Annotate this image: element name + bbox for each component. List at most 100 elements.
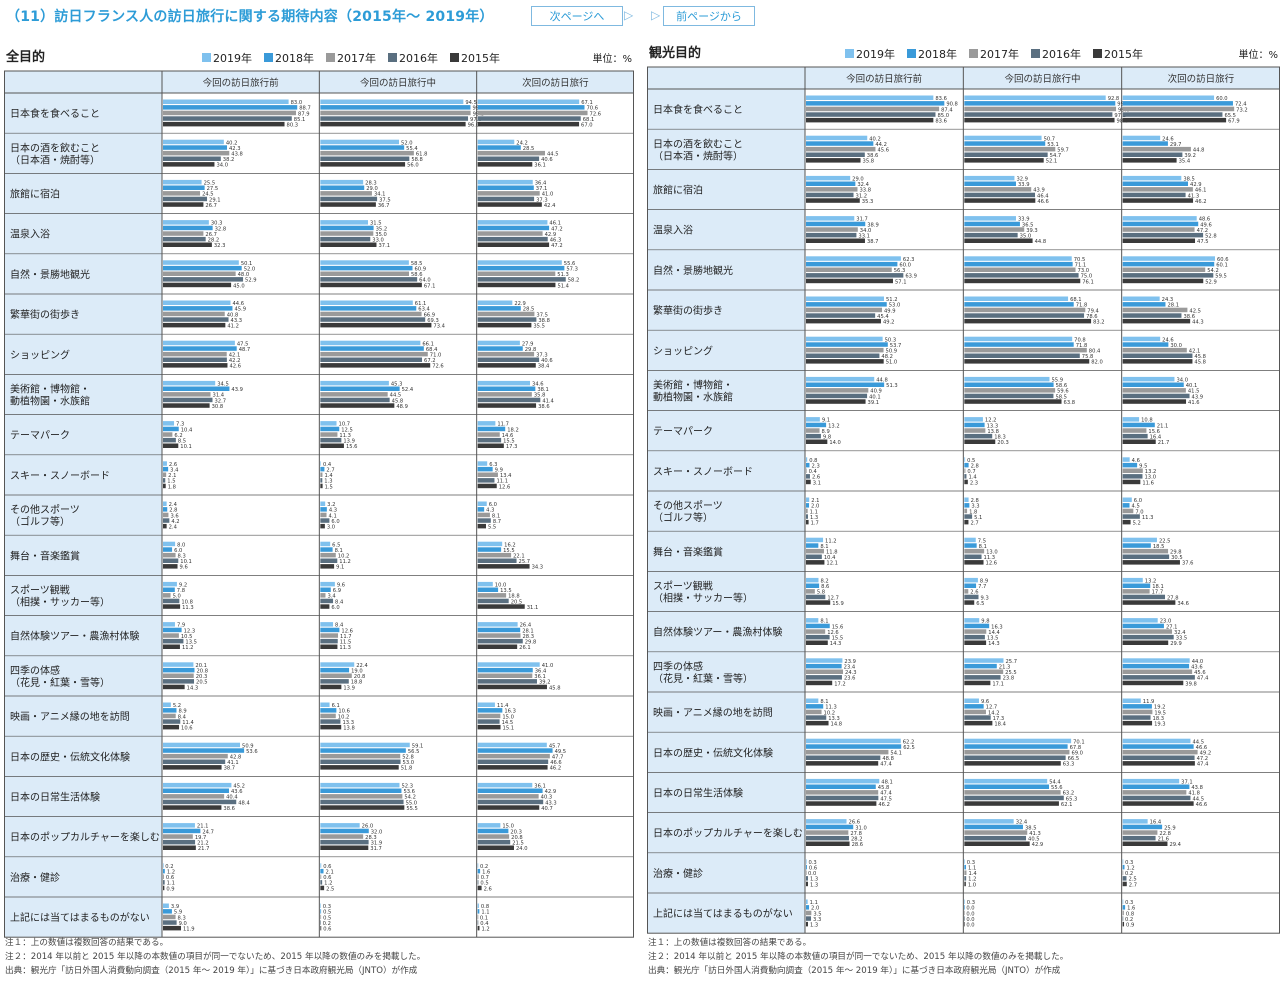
data-label: 44.5 xyxy=(1192,739,1204,745)
data-label: 6.9 xyxy=(333,588,341,594)
bar xyxy=(1122,623,1164,629)
data-label: 15.6 xyxy=(346,444,358,450)
data-label: 13.5 xyxy=(185,640,197,646)
data-label: 5.1 xyxy=(974,515,982,521)
data-label: 52.0 xyxy=(244,267,256,273)
data-label: 43.9 xyxy=(1033,188,1045,194)
data-label: 11.6 xyxy=(1142,480,1154,486)
data-label: 1.3 xyxy=(810,923,818,929)
data-label: 10.5 xyxy=(181,634,193,640)
category-label: 日本食を食べること xyxy=(10,107,100,120)
bar xyxy=(163,845,196,850)
data-label: 15.9 xyxy=(832,601,844,607)
data-label: 6.3 xyxy=(489,462,497,468)
bar xyxy=(964,658,1004,663)
data-label: 12.6 xyxy=(341,628,353,634)
bar xyxy=(477,472,498,477)
bar xyxy=(964,680,991,686)
next-page-button[interactable]: 次ページへ xyxy=(531,6,623,26)
bar xyxy=(964,135,1042,141)
bar xyxy=(477,443,504,448)
data-label: 32.4 xyxy=(857,182,869,188)
bar xyxy=(163,443,179,448)
bar xyxy=(806,583,820,588)
bar xyxy=(163,277,244,282)
bar xyxy=(964,698,979,703)
data-label: 7.5 xyxy=(978,538,986,544)
bar xyxy=(163,150,230,156)
bar xyxy=(1122,583,1151,588)
bar xyxy=(1122,669,1193,674)
bar xyxy=(806,318,881,324)
bar xyxy=(320,788,402,793)
chart-panel-all-purposes: 全目的 2019年 2018年 2017年 2016年 2015年 単位：% 今回の訪日旅行前… xyxy=(4,44,634,940)
bar xyxy=(806,790,879,795)
footnote-left-2: 注２：2014 年以前と 2015 年以降の本数値の項目が同一でないため、201… xyxy=(5,952,426,962)
data-label: 47.2 xyxy=(1197,756,1209,762)
bar xyxy=(320,604,330,609)
bar xyxy=(1122,261,1215,267)
data-label: 20.5 xyxy=(511,599,523,605)
bar xyxy=(1122,388,1186,393)
data-label: 27.8 xyxy=(1167,595,1179,601)
data-label: 34.3 xyxy=(532,565,544,571)
legend-label: 2015年 xyxy=(1104,47,1143,61)
data-label: 0.2 xyxy=(323,921,331,927)
category-label: 自然・景勝地観光 xyxy=(653,264,733,277)
bar xyxy=(964,589,969,594)
data-label: 8.1 xyxy=(820,699,828,705)
category-label: 美術館・博物館・ xyxy=(10,383,90,396)
legend-label: 2017年 xyxy=(337,51,376,65)
data-label: 29.9 xyxy=(1170,641,1182,647)
data-label: 67.9 xyxy=(1228,119,1240,125)
bar xyxy=(806,824,854,830)
column-header: 今回の訪日旅行前 xyxy=(846,73,922,85)
bar xyxy=(964,715,991,720)
bar xyxy=(1122,577,1143,583)
data-label: 51.0 xyxy=(886,360,898,366)
data-label: 23.9 xyxy=(844,659,856,665)
data-label: 13.3 xyxy=(987,423,999,429)
data-label: 4.6 xyxy=(1132,458,1140,464)
bar xyxy=(163,523,167,529)
prev-page-button[interactable]: 前ページから xyxy=(663,6,755,26)
bar xyxy=(1122,232,1204,238)
bar xyxy=(1122,560,1180,565)
data-label: 33.1 xyxy=(858,234,870,240)
data-label: 42.9 xyxy=(1190,182,1202,188)
chart-svg: 全目的 2019年 2018年 2017年 2016年 2015年 単位：% 今回の訪日旅行前… xyxy=(4,49,634,938)
data-label: 0.9 xyxy=(166,886,174,892)
data-label: 7.8 xyxy=(177,588,185,594)
bar xyxy=(477,162,533,167)
bar xyxy=(320,466,325,472)
bar xyxy=(1122,359,1193,364)
category-label: 映画・アニメ縁の地を訪問 xyxy=(653,706,773,719)
data-label: 2.6 xyxy=(484,886,492,892)
bar xyxy=(163,765,222,770)
bar xyxy=(806,749,889,755)
data-label: 1.3 xyxy=(810,877,818,883)
bar xyxy=(320,483,323,489)
data-label: 44.3 xyxy=(1192,320,1204,326)
bar xyxy=(320,644,338,649)
bar xyxy=(964,376,1050,382)
data-label: 34.6 xyxy=(1177,601,1189,607)
data-label: 17.2 xyxy=(834,681,846,687)
bar xyxy=(964,864,967,870)
data-label: 72.4 xyxy=(1235,102,1247,108)
bar xyxy=(477,788,543,793)
data-label: 28.3 xyxy=(522,634,534,640)
data-label: 41.1 xyxy=(227,760,239,766)
bar xyxy=(964,347,1087,353)
data-label: 9.8 xyxy=(823,435,831,441)
category-label: （花見・紅葉・雪等） xyxy=(653,672,753,685)
data-label: 6.5 xyxy=(976,601,984,607)
data-label: 7.0 xyxy=(1135,509,1143,515)
bar xyxy=(964,503,970,508)
data-label: 15.5 xyxy=(832,636,844,642)
data-label: 21.3 xyxy=(999,665,1011,671)
bar xyxy=(320,765,399,770)
data-label: 42.4 xyxy=(544,203,556,209)
bar xyxy=(163,501,167,506)
data-label: 12.7 xyxy=(986,705,998,711)
